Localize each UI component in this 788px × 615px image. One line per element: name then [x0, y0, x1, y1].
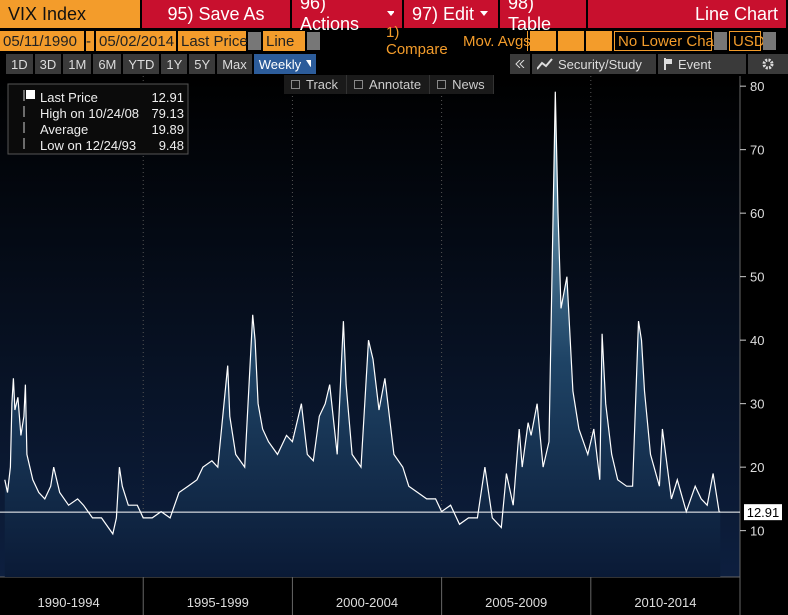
legend-label: Last Price: [40, 90, 98, 105]
lower-chart[interactable]: No Lower Char: [614, 31, 719, 51]
label: News: [452, 77, 485, 92]
tool-button[interactable]: News: [430, 75, 494, 94]
security-field[interactable]: VIX Index: [0, 0, 140, 28]
dropdown-arrow: [386, 11, 394, 16]
style-select[interactable]: Line: [263, 31, 305, 51]
edit-button[interactable]: 97) Edit: [404, 0, 498, 28]
tool-icon: [437, 80, 447, 89]
legend-value: 9.48: [159, 138, 184, 153]
y-tick-label: 30: [750, 397, 764, 412]
frequency-select[interactable]: Weekly: [253, 54, 316, 74]
price-line: [4, 91, 721, 536]
dropdown-arrow: [306, 60, 311, 67]
period-button[interactable]: 3D: [34, 54, 62, 74]
dropdown-arrow: [480, 11, 489, 16]
last-price-label: 12.91: [747, 505, 780, 520]
period-button[interactable]: Max: [217, 54, 252, 74]
last-price-tag: [744, 504, 782, 521]
tool-button[interactable]: Annotate: [347, 75, 431, 94]
label: Weekly: [258, 56, 302, 72]
legend-background: [7, 83, 189, 155]
table-button[interactable]: 98) Table: [500, 0, 586, 34]
legend-label: High on 10/24/08: [40, 106, 139, 121]
label: Track: [306, 77, 339, 92]
flag-icon: [664, 58, 672, 70]
x-tick-label: 2005-2009: [485, 595, 547, 610]
legend-box: Last Price 12.91 High on 10/24/08 79.13 Aver…: [7, 83, 189, 155]
tool-button[interactable]: Track: [284, 75, 348, 94]
dropdown[interactable]: [307, 32, 320, 50]
y-tick-label: 20: [750, 460, 764, 475]
label: Annotate: [369, 77, 422, 92]
title-bar: VIX Index 95) Save As 96) Actions 97) Ed…: [0, 0, 788, 34]
period-buttons: 1D 3D 1M 6M YTD 1Y 5Y Max: [6, 54, 254, 74]
period-button[interactable]: 5Y: [189, 54, 216, 74]
legend-value: 79.13: [151, 106, 184, 121]
label: Event: [678, 56, 712, 72]
x-tick-label: 2000-2004: [336, 595, 398, 610]
chevron-icon: [515, 60, 525, 68]
legend-value: 19.89: [151, 122, 184, 137]
actions-button[interactable]: 96) Actions: [292, 0, 402, 34]
mov-avgs[interactable]: Mov. Avgs: [460, 31, 531, 51]
legend-label: Low on 12/24/93: [40, 138, 136, 153]
period-button[interactable]: YTD: [123, 54, 160, 74]
blank-field[interactable]: [558, 31, 584, 51]
label: Security/Study: [558, 56, 642, 72]
date-separator: -: [86, 31, 94, 51]
save-as-button[interactable]: 95) Save As: [142, 0, 290, 28]
blank-field[interactable]: [530, 31, 556, 51]
period-button[interactable]: 1D: [6, 54, 33, 74]
blank-field[interactable]: [586, 31, 612, 51]
tool-icon: [291, 80, 300, 89]
y-tick-label: 10: [750, 524, 764, 539]
collapse-button[interactable]: [510, 54, 530, 74]
x-tick-label: 1990-1994: [38, 595, 100, 610]
label: 96) Actions: [300, 0, 360, 34]
period-button[interactable]: 1Y: [161, 54, 188, 74]
field-select[interactable]: Last Price: [178, 31, 248, 51]
chart-toolbar: Track Annotate News: [284, 75, 494, 94]
dropdown[interactable]: [714, 32, 727, 50]
y-tick-label: 70: [750, 143, 764, 158]
compare-label[interactable]: 1) Compare: [386, 24, 448, 58]
settings-bar: 05/11/1990 - 05/02/2014 Last Price Line …: [0, 24, 788, 58]
legend-label: Average: [40, 122, 88, 137]
y-tick-label: 80: [750, 79, 764, 94]
legend-value: 12.91: [151, 90, 184, 105]
currency[interactable]: USD: [729, 31, 765, 51]
y-tick-label: 40: [750, 333, 764, 348]
dropdown[interactable]: [248, 32, 261, 50]
y-tick-label: 60: [750, 206, 764, 221]
period-bar: 1D 3D 1M 6M YTD 1Y 5Y Max Weekly Security/Study…: [0, 53, 788, 75]
x-tick-label: 1995-1999: [187, 595, 249, 610]
settings-button[interactable]: [748, 54, 788, 74]
chart-icon: [537, 58, 553, 70]
x-tick-label: 2010-2014: [634, 595, 696, 610]
end-date[interactable]: 05/02/2014: [96, 31, 176, 51]
gear-icon: [762, 58, 774, 70]
label: 97) Edit: [412, 3, 475, 24]
start-date[interactable]: 05/11/1990: [0, 31, 84, 51]
security-study-button[interactable]: Security/Study: [532, 54, 656, 74]
dropdown[interactable]: [763, 32, 776, 50]
period-button[interactable]: 6M: [93, 54, 122, 74]
y-tick-label: 50: [750, 270, 764, 285]
event-button[interactable]: Event: [658, 54, 746, 74]
period-button[interactable]: 1M: [63, 54, 92, 74]
legend-swatch: [26, 90, 35, 99]
chart-kind[interactable]: Line Chart: [588, 0, 786, 28]
tool-icon: [354, 80, 364, 89]
